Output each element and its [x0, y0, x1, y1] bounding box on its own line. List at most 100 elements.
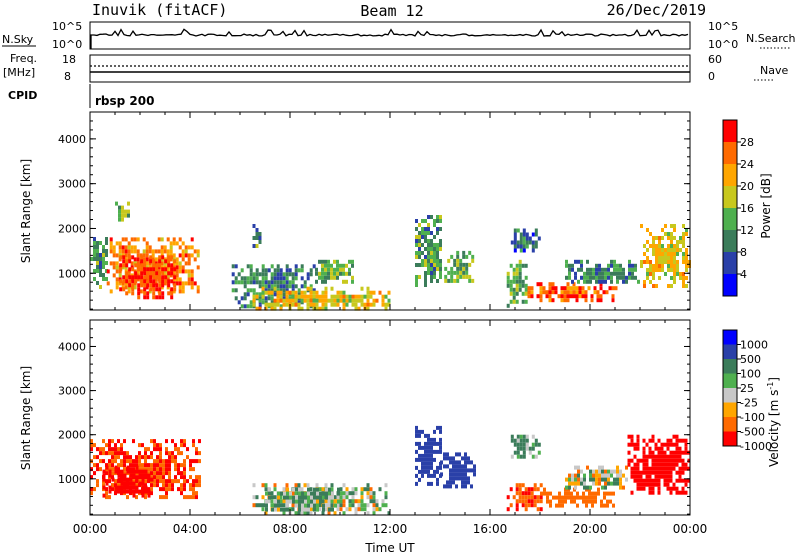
heatmap-cell	[427, 449, 430, 454]
heatmap-cell	[166, 265, 170, 270]
heatmap-cell	[252, 272, 256, 277]
heatmap-cell	[525, 236, 529, 241]
heatmap-cell	[261, 507, 265, 512]
heatmap-cell	[321, 499, 325, 504]
heatmap-cell	[312, 302, 316, 307]
heatmap-cell	[184, 253, 188, 258]
colorbar-tick-label: -25	[740, 397, 758, 410]
heatmap-cell	[564, 495, 567, 500]
heatmap-cell	[645, 442, 649, 447]
heatmap-cell	[577, 267, 580, 272]
heatmap-cell	[658, 240, 661, 244]
heatmap-cell	[652, 284, 655, 288]
heatmap-cell	[566, 294, 570, 299]
heatmap-cell	[415, 441, 418, 446]
heatmap-cell	[651, 478, 655, 483]
heatmap-cell	[324, 275, 327, 280]
heatmap-cell	[102, 447, 105, 452]
heatmap-cell	[453, 270, 457, 275]
heatmap-cell	[354, 487, 358, 492]
heatmap-cell	[153, 479, 156, 484]
heatmap-cell	[192, 487, 195, 492]
heatmap-cell	[249, 264, 253, 269]
heatmap-cell	[327, 259, 330, 264]
heatmap-cell	[427, 227, 430, 231]
heatmap-cell	[589, 271, 592, 276]
heatmap-cell	[132, 479, 135, 484]
heatmap-cell	[651, 486, 655, 491]
heatmap-cell	[633, 454, 637, 459]
heatmap-cell	[141, 489, 145, 494]
heatmap-cell	[145, 249, 149, 254]
heatmap-cell	[270, 280, 274, 285]
heatmap-cell	[628, 259, 631, 264]
heatmap-cell	[530, 491, 534, 496]
heatmap-cell	[255, 236, 259, 240]
heatmap-cell	[572, 294, 576, 299]
heatmap-cell	[678, 454, 682, 459]
heatmap-cell	[252, 495, 256, 500]
heatmap-cell	[568, 485, 571, 490]
heatmap-cell	[506, 303, 510, 308]
heatmap-cell	[336, 271, 339, 276]
heatmap-cell	[146, 275, 150, 280]
heatmap-cell	[295, 495, 298, 500]
heatmap-cell	[342, 483, 346, 488]
heatmap-cell	[162, 463, 165, 468]
date-title: 26/Dec/2019	[607, 1, 706, 19]
heatmap-cell	[184, 281, 188, 286]
heatmap-cell	[363, 487, 367, 492]
heatmap-cell	[180, 463, 183, 468]
heatmap-cell	[522, 232, 526, 237]
heatmap-cell	[516, 228, 520, 233]
heatmap-cell	[642, 478, 646, 483]
heatmap-cell	[384, 306, 388, 311]
heatmap-cell	[539, 290, 543, 295]
heatmap-cell	[291, 284, 295, 289]
heatmap-cell	[525, 442, 529, 447]
heatmap-cell	[115, 265, 119, 270]
heatmap-cell	[672, 482, 676, 487]
heatmap-cell	[542, 286, 546, 291]
heatmap-cell	[452, 468, 455, 473]
heatmap-cell	[123, 473, 127, 478]
heatmap-cell	[459, 270, 463, 275]
heatmap-cell	[378, 290, 382, 295]
heatmap-cell	[144, 495, 147, 500]
heatmap-cell	[666, 458, 670, 463]
heatmap-cell	[363, 294, 367, 299]
heatmap-cell	[279, 294, 283, 299]
heatmap-cell	[583, 485, 586, 490]
heatmap-cell	[433, 457, 436, 462]
heatmap-cell	[558, 503, 561, 508]
heatmap-cell	[663, 478, 667, 483]
heatmap-cell	[144, 489, 148, 494]
heatmap-cell	[121, 281, 125, 286]
heatmap-cell	[515, 487, 519, 492]
heatmap-cell	[640, 264, 643, 268]
heatmap-cell	[606, 503, 609, 508]
colorbar-swatch	[723, 431, 737, 447]
heatmap-cell	[646, 248, 649, 252]
heatmap-cell	[114, 451, 117, 456]
heatmap-cell	[518, 275, 522, 280]
heatmap-cell	[175, 277, 179, 282]
heatmap-cell	[96, 245, 99, 249]
heatmap-cell	[610, 259, 613, 264]
heatmap-cell	[159, 451, 162, 456]
heatmap-cell	[131, 283, 135, 288]
heatmap-cell	[114, 479, 117, 484]
heatmap-cell	[663, 454, 667, 459]
heatmap-cell	[436, 251, 439, 255]
heatmap-cell	[610, 271, 613, 276]
heatmap-cell	[592, 271, 595, 276]
heatmap-cell	[258, 296, 262, 301]
heatmap-cell	[522, 446, 526, 451]
heatmap-cell	[628, 263, 631, 268]
heatmap-cell	[461, 484, 464, 489]
heatmap-cell	[111, 487, 114, 492]
heatmap-cell	[285, 294, 289, 299]
heatmap-cell	[301, 495, 304, 500]
heatmap-cell	[249, 276, 253, 281]
heatmap-cell	[421, 445, 424, 450]
